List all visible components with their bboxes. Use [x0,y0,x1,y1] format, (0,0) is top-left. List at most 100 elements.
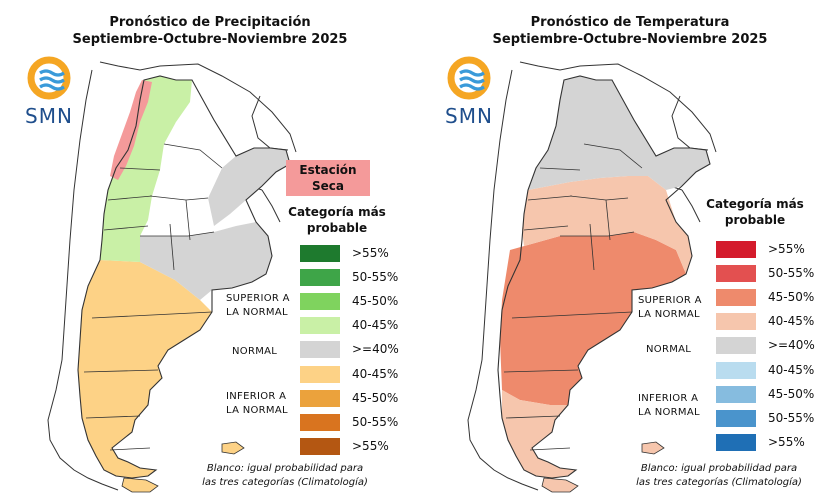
temp-cat-inferior-1: INFERIOR A [638,393,699,404]
precip-note: Blanco: igual probabilidad para las tres… [200,462,370,490]
precip-note-line1: Blanco: igual probabilidad para [206,463,364,474]
temp-malvinas [641,441,665,455]
precip-region-climatology [160,112,222,224]
smn-logo-mark [27,56,71,100]
smn-logo-text-temp: SMN [445,104,493,128]
legend-label: >55% [768,434,805,449]
legend-label: 40-45% [768,362,815,377]
legend-swatch [716,241,756,258]
legend-swatch [716,409,756,427]
precip-chile-coast [47,359,119,491]
legend-label: >=40% [352,342,399,357]
legend-label: 40-45% [352,366,399,381]
precip-cat-inferior-2: LA NORMAL [226,405,288,416]
precip-legend-title-line1: Categoría más [288,205,386,219]
precip-region-dry-season [110,80,152,180]
temp-neighbor-borders [481,61,717,361]
precip-title: Pronóstico de Precipitación Septiembre-O… [0,14,420,48]
smn-logo: SMN [14,56,84,138]
temperature-panel: Pronóstico de Temperatura Septiembre-Oct… [420,0,840,504]
legend-swatch [300,389,340,407]
precip-cat-superior-2: LA NORMAL [226,307,288,318]
smn-logo-temp: SMN [434,56,504,138]
legend-swatch [716,265,756,283]
temp-cat-superior-1: SUPERIOR A [638,295,702,306]
temp-note-line2: las tres categorías (Climatología) [636,477,802,488]
legend-label: 45-50% [352,294,399,309]
legend-label: >55% [352,438,389,453]
legend-label: >55% [768,242,805,256]
legend-label: 45-50% [352,390,399,405]
legend-swatch [716,361,756,379]
legend-swatch [300,341,340,359]
dry-season-box: Estación Seca [286,160,370,196]
temp-cat-superior: SUPERIOR A LA NORMAL [638,294,702,322]
legend-swatch [300,293,340,311]
temp-province-borders [503,143,643,451]
temp-country-outline [497,75,711,479]
precip-region-northeast [208,148,290,226]
legend-label: >55% [352,246,389,260]
precip-title-line1: Pronóstico de Precipitación [109,15,311,30]
temp-note-line1: Blanco: igual probabilidad para [640,463,798,474]
precipitation-panel: Pronóstico de Precipitación Septiembre-O… [0,14,420,493]
dry-season-line2: Seca [312,179,344,193]
precip-note-line2: las tres categorías (Climatología) [202,477,368,488]
legend-label: 40-45% [768,314,815,329]
temp-cat-inferior-2: LA NORMAL [638,407,700,418]
precip-title-line2: Septiembre-Octubre-Noviembre 2025 [72,32,348,47]
precip-malvinas [221,441,245,455]
precip-legend-title: Categoría más probable [272,204,402,236]
temp-region-north-normal [528,76,710,190]
temp-map [467,61,717,493]
precip-cat-superior: SUPERIOR A LA NORMAL [226,292,290,320]
precip-cat-normal: NORMAL [232,346,278,357]
legend-swatch [300,269,340,287]
precip-country-outline [77,75,291,479]
dry-season-line1: Estación [299,163,357,177]
legend-swatch [716,433,756,451]
smn-logo-mark-temp [447,56,491,100]
legend-label: 50-55% [768,410,815,425]
legend-swatch [716,313,756,331]
legend-swatch [300,317,340,335]
temp-legend-title-line1: Categoría más [706,197,804,211]
temp-cat-inferior: INFERIOR A LA NORMAL [638,392,700,420]
legend-label: 45-50% [768,386,815,401]
legend-label: 50-55% [352,414,399,429]
temp-cat-superior-2: LA NORMAL [638,309,700,320]
precip-region-tierra-del-fuego [121,477,159,493]
precip-cat-inferior-1: INFERIOR A [226,391,287,402]
precip-map [47,61,297,493]
precip-cat-superior-1: SUPERIOR A [226,293,290,304]
precip-province-borders [83,143,223,451]
legend-label: 50-55% [352,270,399,285]
smn-logo-text: SMN [25,104,73,128]
temp-note: Blanco: igual probabilidad para las tres… [634,462,804,490]
precip-legend-title-line2: probable [306,221,368,235]
temp-chile-coast [467,359,539,491]
temp-legend-title-line2: probable [724,213,786,227]
legend-label: 40-45% [352,318,399,333]
legend-swatch [716,385,756,403]
temp-region-north-band [522,176,692,274]
temp-title-line1: Pronóstico de Temperatura [530,15,730,30]
temp-region-central-south [500,232,686,405]
legend-label: >=40% [768,338,815,353]
temp-title: Pronóstico de Temperatura Septiembre-Oct… [420,14,840,48]
legend-swatch [300,413,340,431]
temp-cat-normal: NORMAL [646,344,692,355]
temp-region-deep-south [502,390,576,478]
legend-swatch [300,437,340,455]
legend-swatch [300,365,340,383]
precip-region-patagonia [78,260,212,478]
legend-swatch [300,245,340,262]
legend-swatch [716,337,756,355]
legend-swatch [716,289,756,307]
precip-region-center-east [140,222,272,300]
precip-cat-inferior: INFERIOR A LA NORMAL [226,390,288,418]
temp-region-tierra-del-fuego [541,477,579,493]
legend-label: 45-50% [768,290,815,305]
temp-title-line2: Septiembre-Octubre-Noviembre 2025 [492,32,768,47]
legend-label: 50-55% [768,266,815,281]
